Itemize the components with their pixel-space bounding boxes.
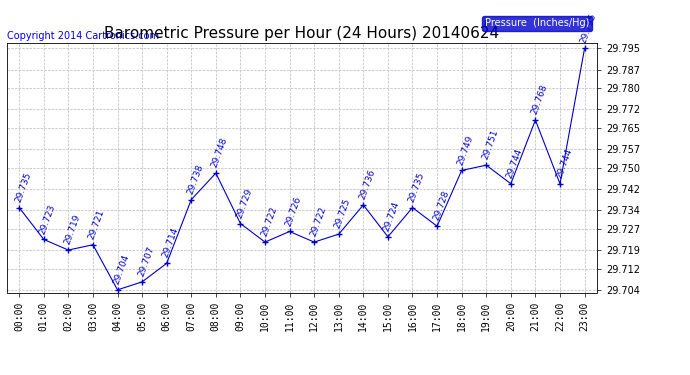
Text: 29.721: 29.721	[87, 208, 106, 241]
Text: 29.725: 29.725	[333, 197, 353, 230]
Text: 29.744: 29.744	[554, 147, 573, 180]
Text: 29.729: 29.729	[235, 187, 254, 219]
Text: 29.719: 29.719	[63, 213, 82, 246]
Text: 29.723: 29.723	[38, 203, 57, 235]
Text: 29.728: 29.728	[431, 189, 451, 222]
Text: 29.768: 29.768	[530, 83, 549, 116]
Legend: Pressure  (Inches/Hg): Pressure (Inches/Hg)	[482, 16, 592, 32]
Text: 29.722: 29.722	[259, 206, 279, 238]
Text: 29.714: 29.714	[161, 226, 180, 259]
Text: 29.735: 29.735	[14, 171, 32, 204]
Title: Barometric Pressure per Hour (24 Hours) 20140624: Barometric Pressure per Hour (24 Hours) …	[104, 26, 500, 40]
Text: 29.748: 29.748	[210, 136, 229, 169]
Text: 29.738: 29.738	[186, 163, 205, 195]
Text: 29.707: 29.707	[137, 245, 156, 278]
Text: 29.744: 29.744	[505, 147, 524, 180]
Text: 29.726: 29.726	[284, 195, 303, 227]
Text: 29.704: 29.704	[112, 253, 131, 286]
Text: Copyright 2014 Cartronics.com: Copyright 2014 Cartronics.com	[7, 31, 159, 40]
Text: 29.749: 29.749	[456, 134, 475, 166]
Text: 29.735: 29.735	[407, 171, 426, 204]
Text: 29.724: 29.724	[382, 200, 402, 232]
Text: 29.736: 29.736	[357, 168, 377, 201]
Text: 29.722: 29.722	[308, 206, 328, 238]
Text: 29.795: 29.795	[579, 12, 598, 44]
Text: 29.751: 29.751	[480, 128, 500, 161]
